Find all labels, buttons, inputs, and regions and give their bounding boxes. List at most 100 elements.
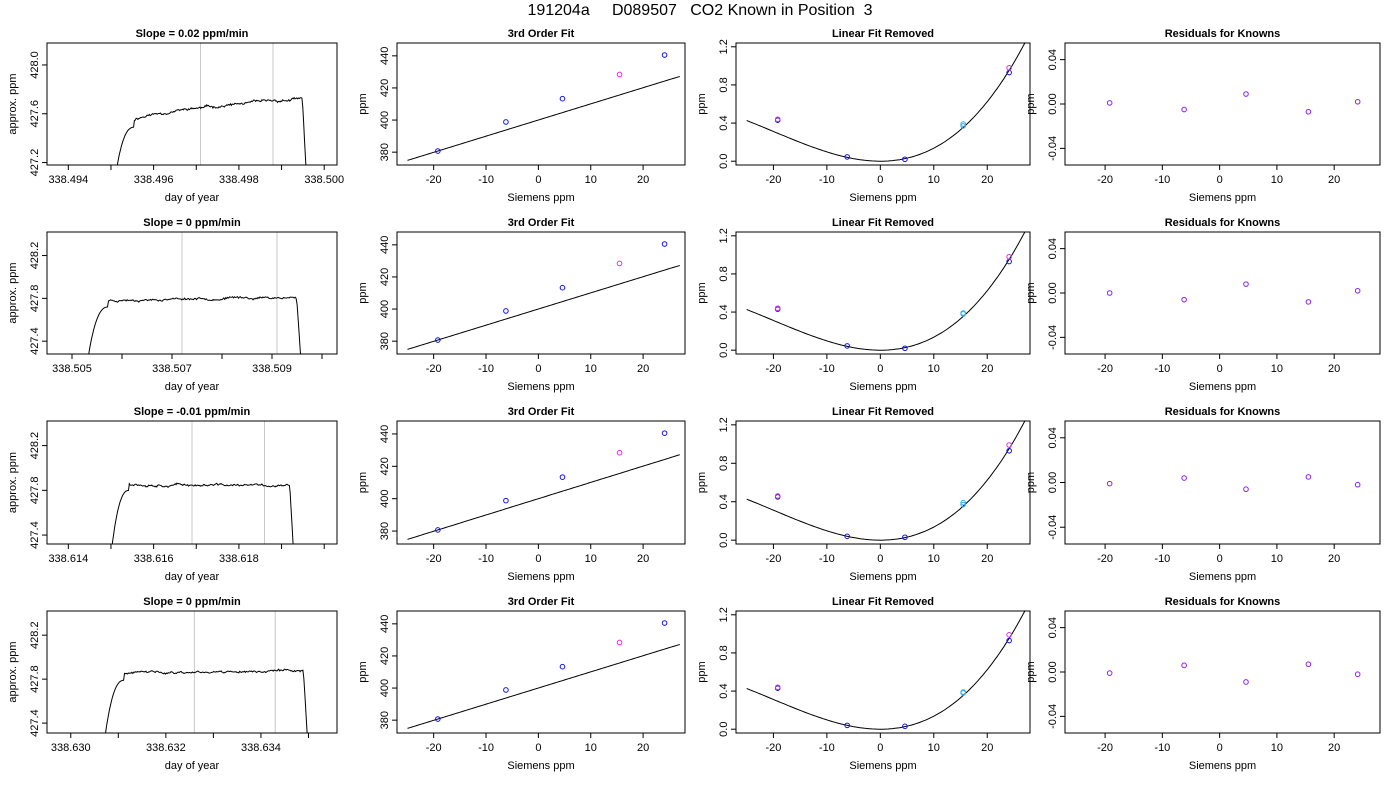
x-tick-label: 338.507 [152,363,192,375]
y-tick-label: 427.2 [29,149,41,177]
plot-frame [735,610,1031,734]
x-axis-label: Siemens ppm [507,192,574,204]
panel-2-1: 3rd Order Fit -20 -10 0 10 20 380 400 420 440 Siem… [357,406,686,583]
x-tick-label: -10 [1154,553,1170,565]
panel-2-0: Slope = -0.01 ppm/min 338.614 338.616 338.6… [7,406,338,583]
plot-frame [396,610,686,734]
y-tick-label: 427.8 [29,285,41,313]
plot-frame [735,42,1031,166]
y-tick-label: 428.2 [29,621,41,649]
data-point [1106,290,1113,296]
data-point [1305,299,1312,305]
x-tick-label: 10 [585,742,597,754]
x-tick-label: 10 [928,363,940,375]
x-tick-label: 0 [1217,553,1223,565]
y-tick-label: 427.4 [29,709,41,737]
data-point [960,123,966,129]
y-tick-label: 0.04 [1047,427,1059,448]
plot-frame [735,420,1031,545]
x-tick-label: 0 [877,363,883,375]
plot-frame [396,42,686,166]
y-tick-label: 428.2 [29,242,41,270]
x-tick-label: 0 [877,553,883,565]
data-point [844,533,850,540]
panel-title: Residuals for Knowns [1165,406,1281,418]
x-tick-label: 0 [535,553,541,565]
y-axis-label: approx. ppm [7,73,19,134]
x-tick-label: 338.616 [134,553,174,565]
x-tick-label: 10 [1271,742,1283,754]
panel-title: 3rd Order Fit [508,28,575,40]
y-axis-label: ppm [696,282,708,303]
data-point [661,241,668,247]
x-tick-label: 20 [981,174,993,186]
y-axis-label: approx. ppm [7,262,19,323]
plot-area [116,96,307,165]
x-tick-label: -20 [765,553,781,565]
y-tick-label: 0.0 [718,343,730,358]
x-tick-label: -10 [1154,363,1170,375]
y-tick-label: 420 [379,79,391,97]
x-tick-label: -10 [478,363,494,375]
plot-frame [735,231,1031,355]
data-point [902,534,908,541]
x-tick-label: -20 [426,174,442,186]
data-point [503,308,509,314]
y-tick-label: -0.04 [1047,704,1059,729]
data-point [960,121,966,127]
y-tick-label: 420 [379,268,391,286]
plot-area [746,421,1026,541]
data-point [774,493,781,499]
x-tick-label: 0 [535,174,541,186]
x-tick-label: -10 [819,363,835,375]
y-axis-label: ppm [1025,93,1037,114]
x-axis-label: Siemens ppm [849,381,916,393]
data-point [1006,447,1012,454]
y-axis-label: approx. ppm [7,452,19,513]
y-tick-label: 0.4 [718,115,730,130]
plot-frame [1064,420,1381,545]
x-tick-label: 0 [535,742,541,754]
y-axis-label: ppm [357,93,369,114]
y-tick-label: 0.04 [1047,49,1059,70]
y-axis-label: ppm [1025,472,1037,493]
y-axis-label: ppm [1025,282,1037,303]
x-tick-label: 338.494 [48,174,88,186]
x-axis-label: Siemens ppm [849,760,916,772]
data-point [1106,480,1113,487]
x-axis-label: day of year [165,571,220,583]
data-point [503,119,509,125]
x-tick-label: -10 [819,553,835,565]
y-axis-label: ppm [696,472,708,493]
data-point [559,95,566,102]
panel-title: 3rd Order Fit [508,596,575,608]
data-point [1006,442,1012,448]
x-tick-label: 10 [1271,553,1283,565]
y-tick-label: 0.00 [1047,93,1059,114]
x-tick-label: 338.496 [134,174,174,186]
plot-area [88,296,301,354]
data-point [1243,91,1249,97]
x-axis-label: Siemens ppm [507,381,574,393]
y-tick-label: 0.04 [1047,617,1059,638]
y-tick-label: 420 [379,457,391,475]
x-tick-label: 10 [928,553,940,565]
x-tick-label: 10 [928,742,940,754]
y-axis-label: approx. ppm [7,641,19,702]
data-point [902,345,908,352]
data-point [1243,281,1249,287]
x-tick-label: -20 [765,363,781,375]
plot-frame [46,420,338,545]
y-tick-label: 0.0 [718,722,730,737]
data-point [503,687,509,693]
panel-3-3: Residuals for Knowns -20 -10 0 10 20 -0.04 0.00… [1025,596,1381,772]
y-tick-label: 0.8 [718,77,730,92]
x-tick-label: -20 [1097,742,1113,754]
fit-curve [407,76,680,161]
x-tick-label: 338.500 [304,174,344,186]
x-tick-label: 338.498 [219,174,259,186]
data-point [1305,661,1312,668]
plot-area [407,430,680,540]
data-point [661,52,668,58]
data-point [1106,670,1113,676]
